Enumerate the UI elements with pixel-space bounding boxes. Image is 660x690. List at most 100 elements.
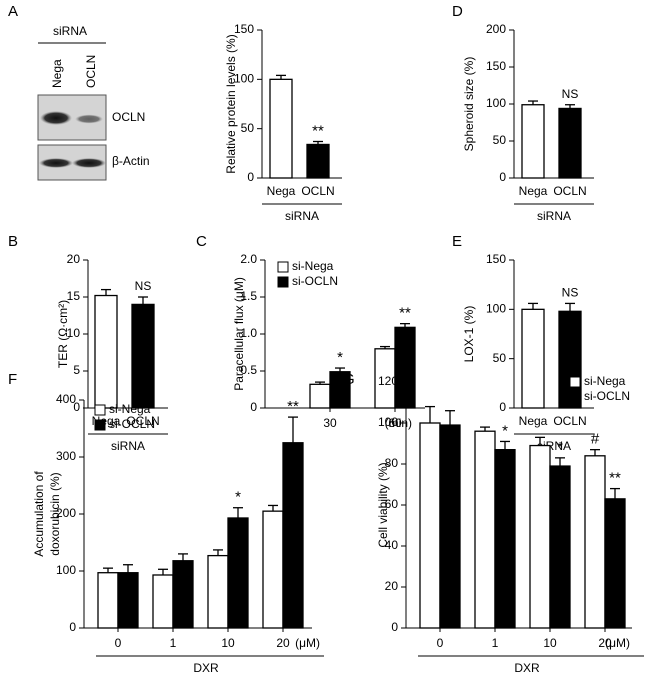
y-tick-label: 100 xyxy=(378,415,398,429)
y-axis-label: Relative protein levels (%) xyxy=(224,34,238,173)
band-label: OCLN xyxy=(112,110,145,124)
y-tick-label: 0 xyxy=(73,400,80,414)
y-tick-label: 50 xyxy=(493,133,507,147)
x-tick-label: 10 xyxy=(543,636,557,650)
bar xyxy=(474,430,496,629)
bar xyxy=(584,455,606,629)
y-axis-label: doxorubicin (%) xyxy=(48,472,62,555)
bar xyxy=(521,104,545,179)
x-tick-label: 1 xyxy=(170,636,177,650)
bar xyxy=(97,572,119,629)
y-tick-label: 2.0 xyxy=(240,252,257,266)
lane-label: OCLN xyxy=(84,55,98,88)
y-tick-label: 0 xyxy=(250,400,257,414)
y-tick-label: 200 xyxy=(486,22,506,36)
y-tick-label: 20 xyxy=(67,252,81,266)
bar xyxy=(227,517,249,629)
bar xyxy=(207,554,229,629)
blot-header: siRNA xyxy=(53,24,87,38)
x-tick-label: 10 xyxy=(221,636,235,650)
y-tick-label: 100 xyxy=(56,563,76,577)
annotation: * xyxy=(502,422,508,439)
annotation: # xyxy=(591,431,600,448)
y-tick-label: 20 xyxy=(385,579,399,593)
annotation: NS xyxy=(562,87,579,101)
y-tick-label: 200 xyxy=(56,506,76,520)
bar xyxy=(549,465,571,629)
annotation: NS xyxy=(135,279,152,293)
y-tick-label: 150 xyxy=(486,59,506,73)
panel-label: G xyxy=(343,371,355,388)
bar xyxy=(558,107,582,179)
x-tick-label: 60 xyxy=(388,416,402,430)
legend-label: si-OCLN xyxy=(292,274,338,288)
bar xyxy=(439,424,461,629)
legend-label: si-Nega xyxy=(584,374,626,388)
legend-swatch xyxy=(94,419,106,431)
y-axis-label: LOX-1 (%) xyxy=(462,306,476,363)
annotation: ** xyxy=(609,470,621,487)
y-tick-label: 60 xyxy=(385,497,399,511)
x-tick-label: Nega xyxy=(519,414,548,428)
bar xyxy=(172,560,194,629)
annotation: * xyxy=(337,349,343,366)
bar xyxy=(309,383,331,409)
legend-swatch xyxy=(569,391,581,403)
legend-swatch xyxy=(277,276,289,288)
x-tick-label: Nega xyxy=(519,184,548,198)
bar xyxy=(419,422,441,629)
bar xyxy=(329,371,351,409)
annotation: NS xyxy=(562,286,579,300)
panel-label: E xyxy=(452,233,462,250)
bar xyxy=(604,498,626,629)
x-tick-label: OCLN xyxy=(126,414,159,428)
blot-band xyxy=(39,158,73,168)
bar xyxy=(282,442,304,629)
x-tick-label: 20 xyxy=(276,636,290,650)
y-tick-label: 100 xyxy=(486,96,506,110)
blot-band xyxy=(72,158,106,168)
x-tick-label: 20 xyxy=(598,636,612,650)
panel-label: F xyxy=(8,371,17,388)
lane-label: Nega xyxy=(50,59,64,88)
x-tick-label: OCLN xyxy=(301,184,334,198)
y-tick-label: 80 xyxy=(385,456,399,470)
y-tick-label: 100 xyxy=(234,72,254,86)
x-tick-label: OCLN xyxy=(553,414,586,428)
western-blot: A siRNA Nega OCLN OCLN β-Actin xyxy=(8,3,150,181)
y-tick-label: 50 xyxy=(241,121,255,135)
x-axis-label: siRNA xyxy=(111,439,145,453)
annotation: ** xyxy=(312,122,324,139)
x-axis-label: DXR xyxy=(193,661,219,675)
y-axis-label: Spheroid size (%) xyxy=(462,57,476,152)
y-tick-label: 1.0 xyxy=(240,326,257,340)
bar xyxy=(306,143,330,179)
y-tick-label: 0 xyxy=(247,170,254,184)
x-tick-label: OCLN xyxy=(553,184,586,198)
annotation: ** xyxy=(399,305,411,322)
panel-label: D xyxy=(452,3,463,20)
panel-label: C xyxy=(196,233,207,250)
legend-label: si-Nega xyxy=(109,402,151,416)
y-tick-label: 40 xyxy=(385,538,399,552)
band-label: β-Actin xyxy=(112,154,150,168)
x-tick-label: 1 xyxy=(492,636,499,650)
y-tick-label: 100 xyxy=(486,302,506,316)
x-axis-label: siRNA xyxy=(285,209,319,223)
bar xyxy=(529,444,551,629)
bar xyxy=(94,294,118,409)
y-tick-label: 0 xyxy=(499,170,506,184)
legend-swatch xyxy=(569,376,581,388)
blot-band xyxy=(40,111,72,125)
x-axis-label: siRNA xyxy=(537,209,571,223)
legend-swatch xyxy=(277,261,289,273)
x-tick-label: 0 xyxy=(437,636,444,650)
y-tick-label: 400 xyxy=(56,392,76,406)
bar xyxy=(131,303,155,409)
chart: C Paracellular flux (μM) 0 0.5 1.0 1.5 2.0 * 30 *… xyxy=(196,233,425,430)
bar xyxy=(521,308,545,409)
